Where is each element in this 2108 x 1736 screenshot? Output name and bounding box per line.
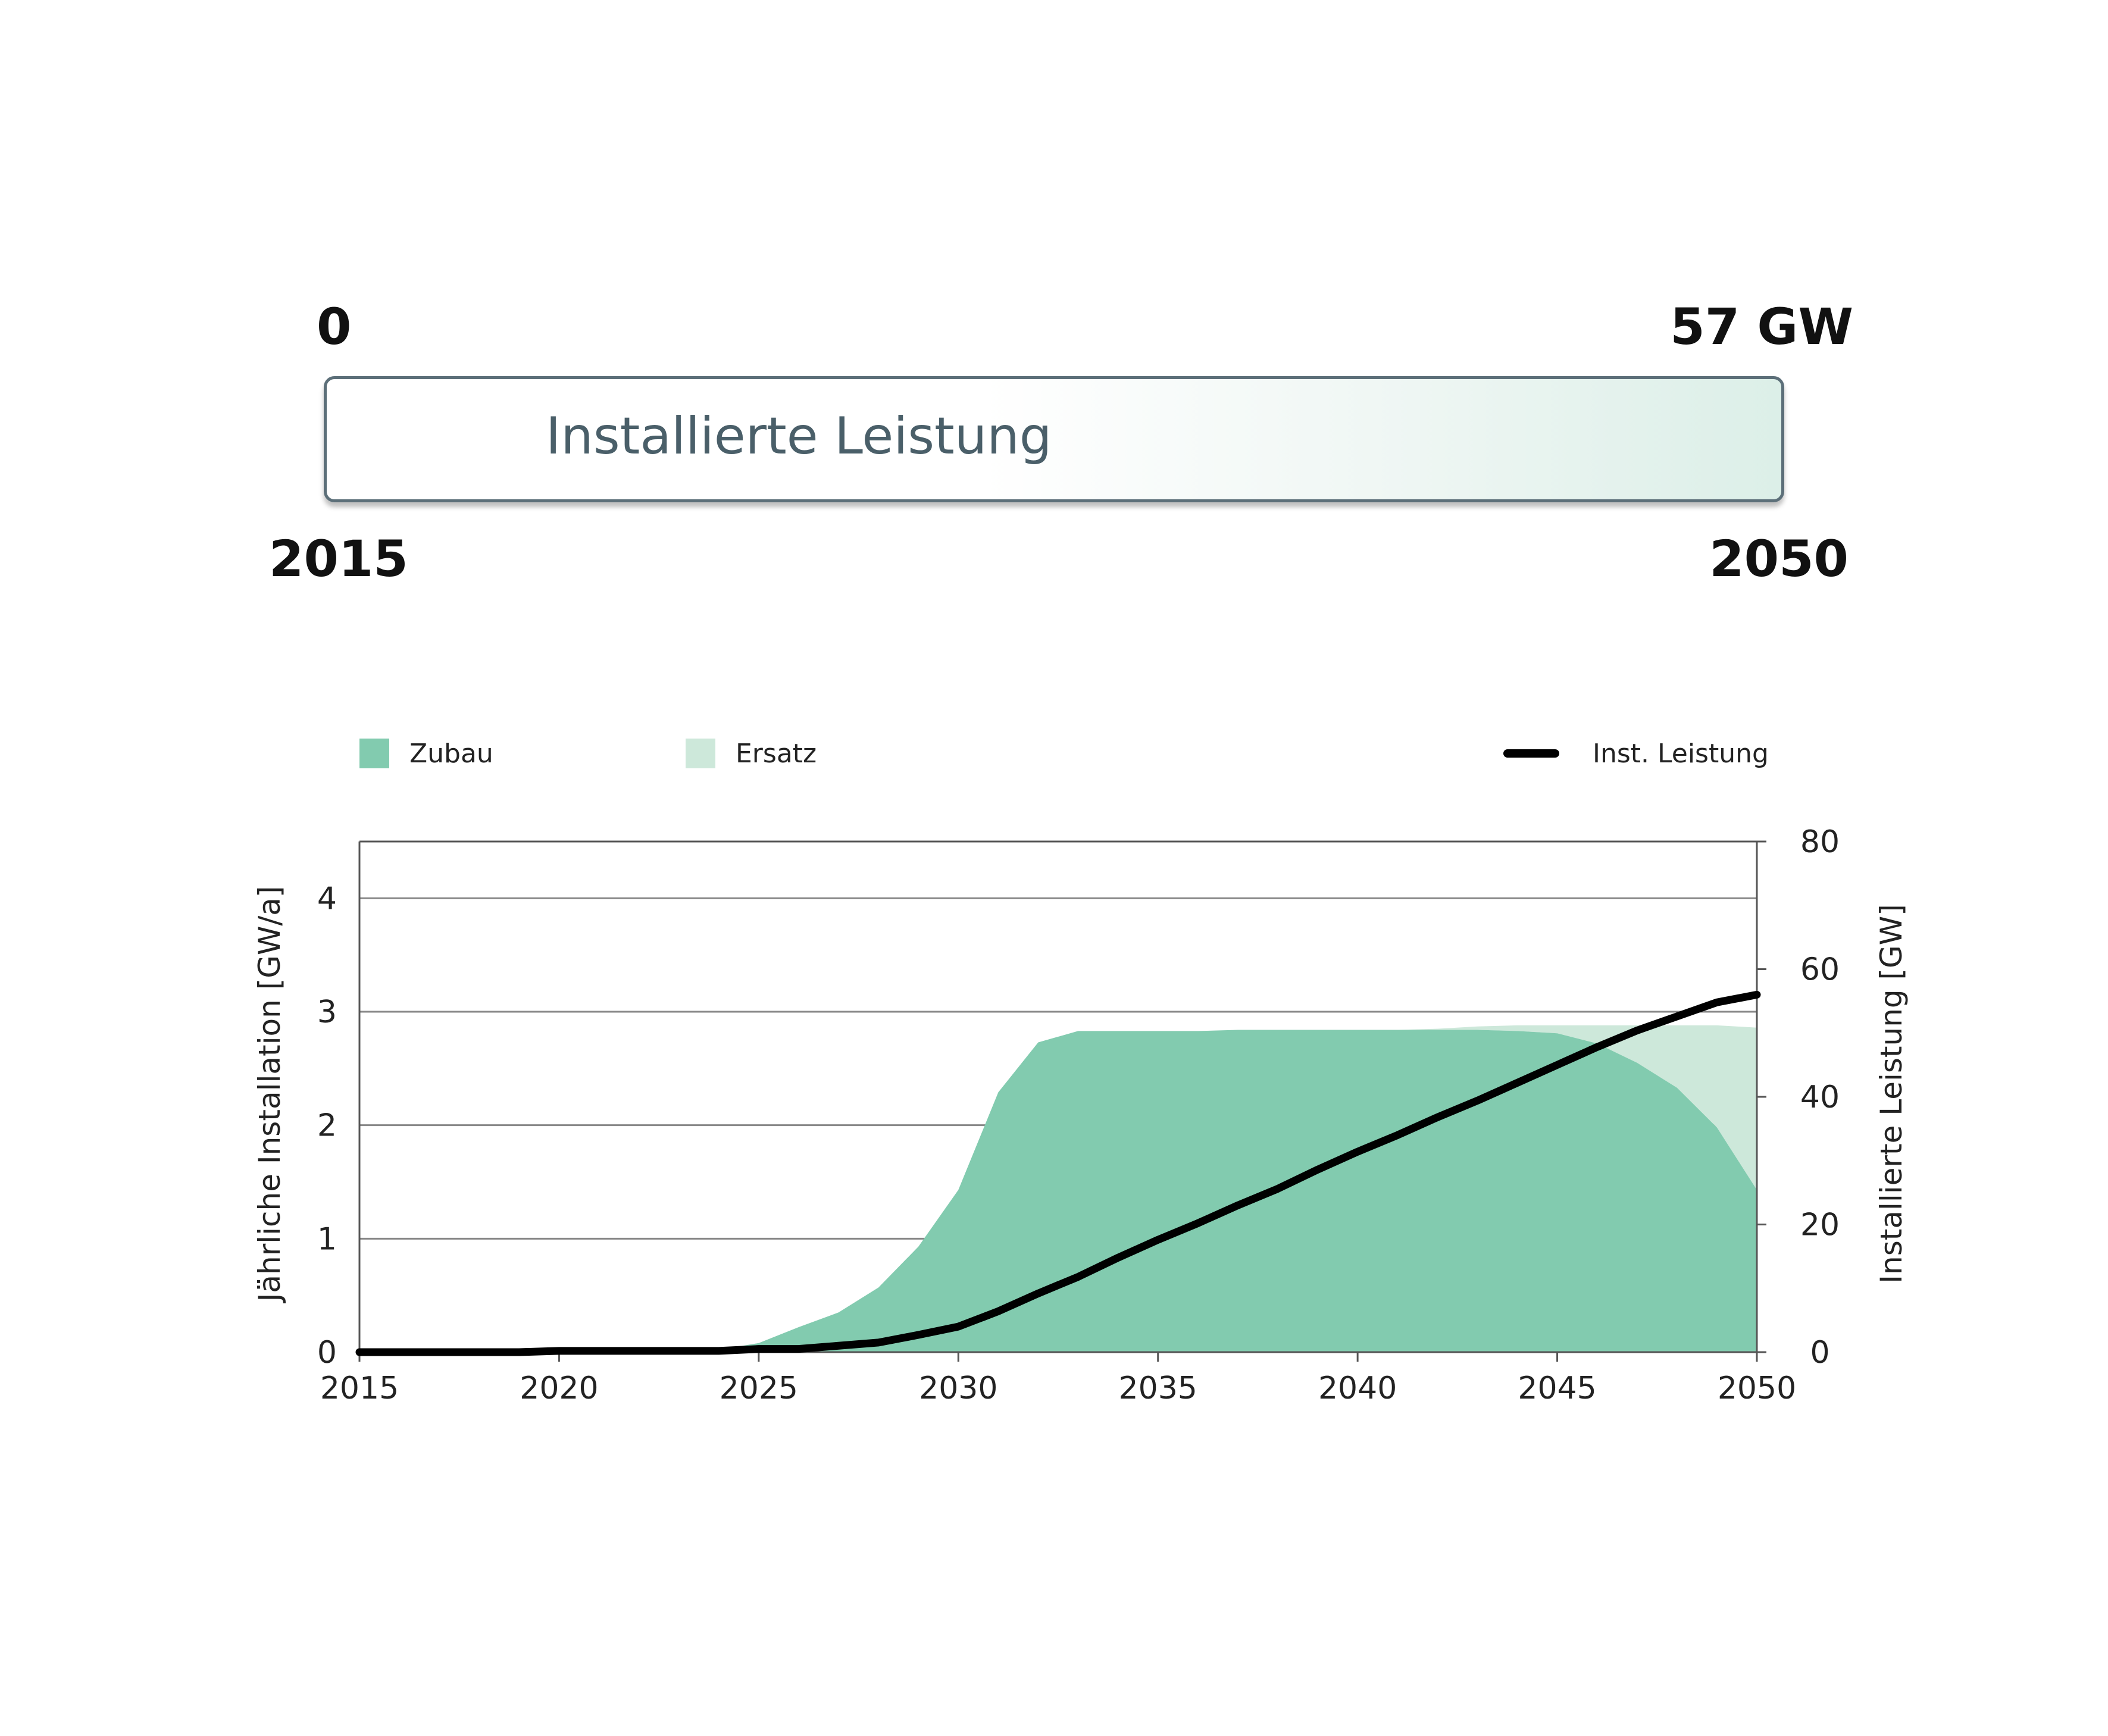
- x-tick-label-2050: 2050: [1718, 1371, 1796, 1406]
- y2-tick-label-0: 0: [1810, 1335, 1829, 1371]
- legend-label-zubau: Zubau: [409, 738, 493, 769]
- legend-item-ersatz: Ersatz: [686, 736, 817, 771]
- scale-max-label: 57 GW: [1670, 298, 1853, 356]
- installed-capacity-bar: Installierte Leistung: [324, 376, 1784, 502]
- line-inst-leistung: [355, 990, 1761, 1356]
- scale-start-year: 2015: [269, 530, 408, 588]
- legend-swatch-zubau: [359, 739, 389, 768]
- y2-tick-label-20: 20: [1800, 1208, 1840, 1243]
- legend-swatch-ersatz: [686, 739, 715, 768]
- x-tick-label-2015: 2015: [320, 1371, 399, 1406]
- x-tick-label-2040: 2040: [1318, 1371, 1397, 1406]
- y-tick-label-2: 2: [317, 1108, 337, 1144]
- x-tick-label-2045: 2045: [1518, 1371, 1596, 1406]
- area-series: [359, 1025, 1757, 1352]
- scale-end-year: 2050: [1709, 530, 1849, 588]
- legend-label-ersatz: Ersatz: [736, 738, 817, 769]
- line-series: [355, 990, 1761, 1356]
- x-tick-label-2025: 2025: [720, 1371, 798, 1406]
- y-tick-label-3: 3: [317, 994, 337, 1030]
- legend-label-inst-leistung: Inst. Leistung: [1593, 738, 1769, 769]
- y2-tick-label-80: 80: [1800, 824, 1840, 860]
- y-tick-label-4: 4: [317, 881, 337, 917]
- x-tick-label-2020: 2020: [520, 1371, 598, 1406]
- y-axis-label: Jährliche Installation [GW/a]: [252, 886, 287, 1304]
- y2-tick-label-40: 40: [1800, 1080, 1840, 1115]
- x-tick-label-2030: 2030: [919, 1371, 997, 1406]
- y2-axis-label: Installierte Leistung [GW]: [1874, 904, 1909, 1283]
- y2-tick-label-60: 60: [1800, 952, 1840, 988]
- legend-item-zubau: Zubau: [359, 736, 493, 771]
- area-zubau: [359, 1030, 1757, 1352]
- x-tick-label-2035: 2035: [1119, 1371, 1197, 1406]
- legend-item-inst-leistung: Inst. Leistung: [1503, 736, 1769, 771]
- y-tick-label-0: 0: [317, 1335, 337, 1371]
- scale-min-label: 0: [317, 298, 352, 356]
- installed-capacity-bar-label: Installierte Leistung: [546, 406, 1052, 466]
- legend-line-inst-leistung: [1503, 749, 1559, 758]
- tick-labels: 2015 2020 2025 2030 2035 2040 2045 205001234020…: [317, 824, 1840, 1406]
- y-tick-label-1: 1: [317, 1221, 337, 1257]
